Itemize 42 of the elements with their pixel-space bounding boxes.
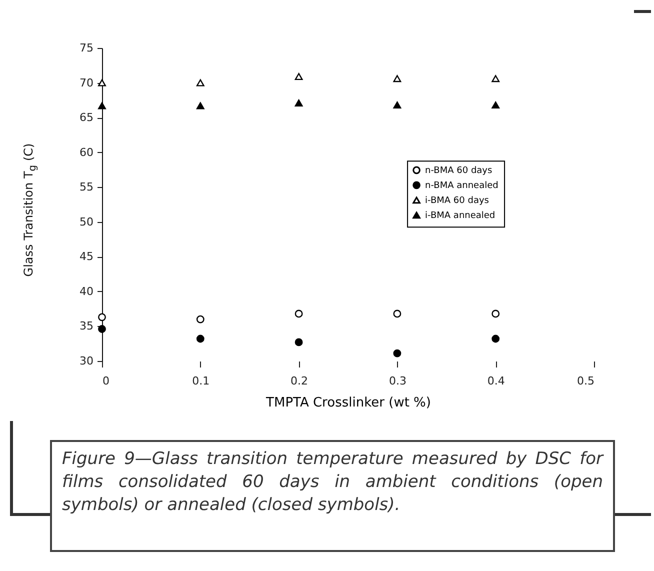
point (98, 325, 106, 333)
point (98, 79, 106, 86)
point (196, 334, 204, 343)
point (98, 102, 106, 110)
y-tick-label: 40 (80, 284, 94, 298)
x-axis-title: TMPTA Crosslinker (wt %) (265, 396, 431, 410)
caption: Figure 9—Glass transition temperature measured by DSC for films consolidated 60 days in ambient conditions (open symbols) or annealed (closed symbols). (50, 440, 615, 552)
y-tick-label: 65 (80, 111, 94, 124)
x-tick-label: 0.4 (487, 374, 505, 388)
y-tick-label: 30 (80, 354, 94, 368)
point (196, 79, 204, 86)
point (492, 334, 500, 343)
point (294, 73, 303, 80)
point (393, 310, 402, 318)
y-tick-label: 60 (80, 146, 94, 159)
x-tick-label: 0.3 (388, 374, 406, 388)
y-tick-label: 50 (80, 215, 94, 228)
point (294, 310, 303, 318)
legend-label: i-BMA annealed (425, 211, 496, 222)
legend-label: n-BMA 60 days (425, 166, 492, 176)
legend-label: n-BMA annealed (425, 181, 498, 192)
point (393, 349, 402, 358)
point (393, 102, 402, 109)
point (196, 102, 204, 110)
point (393, 75, 402, 82)
y-tick-label: 55 (80, 180, 94, 194)
point (294, 338, 303, 346)
point (196, 315, 204, 324)
x-tick-label: 0 (102, 374, 110, 388)
y-tick-label: 75 (80, 42, 94, 54)
x-tick-label: 0.2 (290, 374, 308, 388)
x-tick-label: 0.5 (577, 374, 594, 388)
point (492, 75, 500, 82)
y-tick-label: 45 (80, 250, 94, 264)
y-tick-label: 35 (80, 320, 94, 333)
point (294, 99, 303, 106)
point (98, 313, 106, 322)
point (492, 310, 500, 318)
y-tick-label: 70 (80, 76, 94, 90)
legend-label: i-BMA 60 days (425, 196, 490, 206)
point (492, 102, 500, 109)
x-tick-label: 0.1 (192, 374, 210, 388)
